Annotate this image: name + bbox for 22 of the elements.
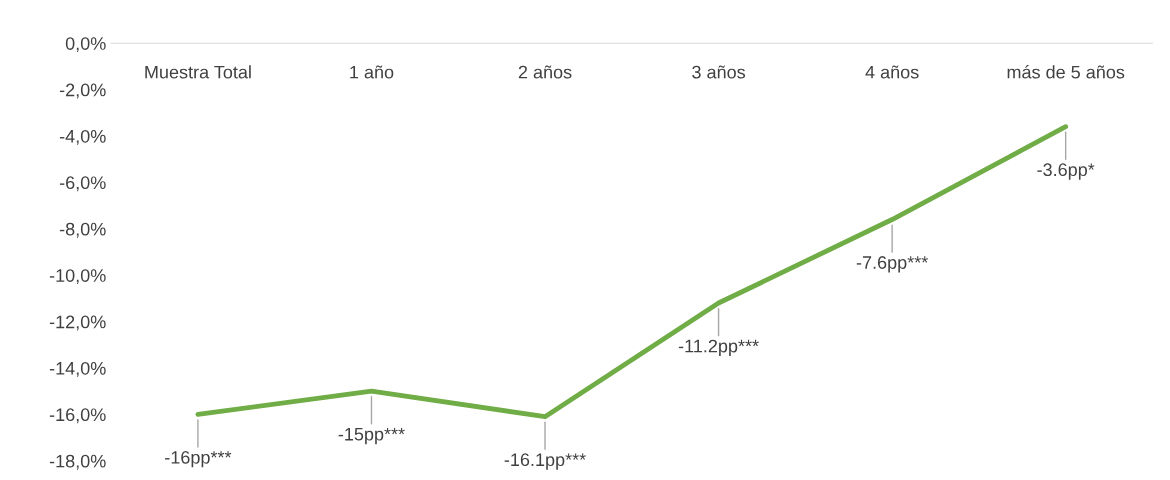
data-label: -11.2pp*** — [678, 339, 759, 356]
y-tick-label: -16,0% — [49, 408, 106, 424]
x-tick-label: 2 años — [518, 65, 572, 79]
x-tick-label: más de 5 años — [1007, 65, 1125, 79]
data-label: -3.6pp* — [1037, 163, 1095, 180]
x-tick-label: 3 años — [692, 65, 746, 79]
y-tick-label: -2,0% — [59, 83, 106, 99]
y-tick-label: -4,0% — [59, 129, 106, 145]
y-tick-label: -6,0% — [59, 176, 106, 192]
data-label: -15pp*** — [338, 427, 405, 445]
data-label: -16.1pp*** — [504, 453, 586, 470]
y-tick-label: -18,0% — [49, 454, 106, 470]
data-label: -16pp*** — [165, 450, 232, 468]
y-tick-label: -8,0% — [59, 222, 106, 238]
y-tick-label: -12,0% — [49, 315, 106, 331]
data-label: -7.6pp*** — [856, 256, 928, 273]
y-tick-label: -10,0% — [49, 269, 106, 285]
y-tick-label: -14,0% — [49, 361, 106, 377]
x-tick-label: 4 años — [865, 65, 919, 79]
y-tick-label: 0,0% — [65, 37, 106, 53]
x-tick-label: Muestra Total — [145, 65, 251, 79]
x-tick-label: 1 año — [350, 65, 394, 79]
